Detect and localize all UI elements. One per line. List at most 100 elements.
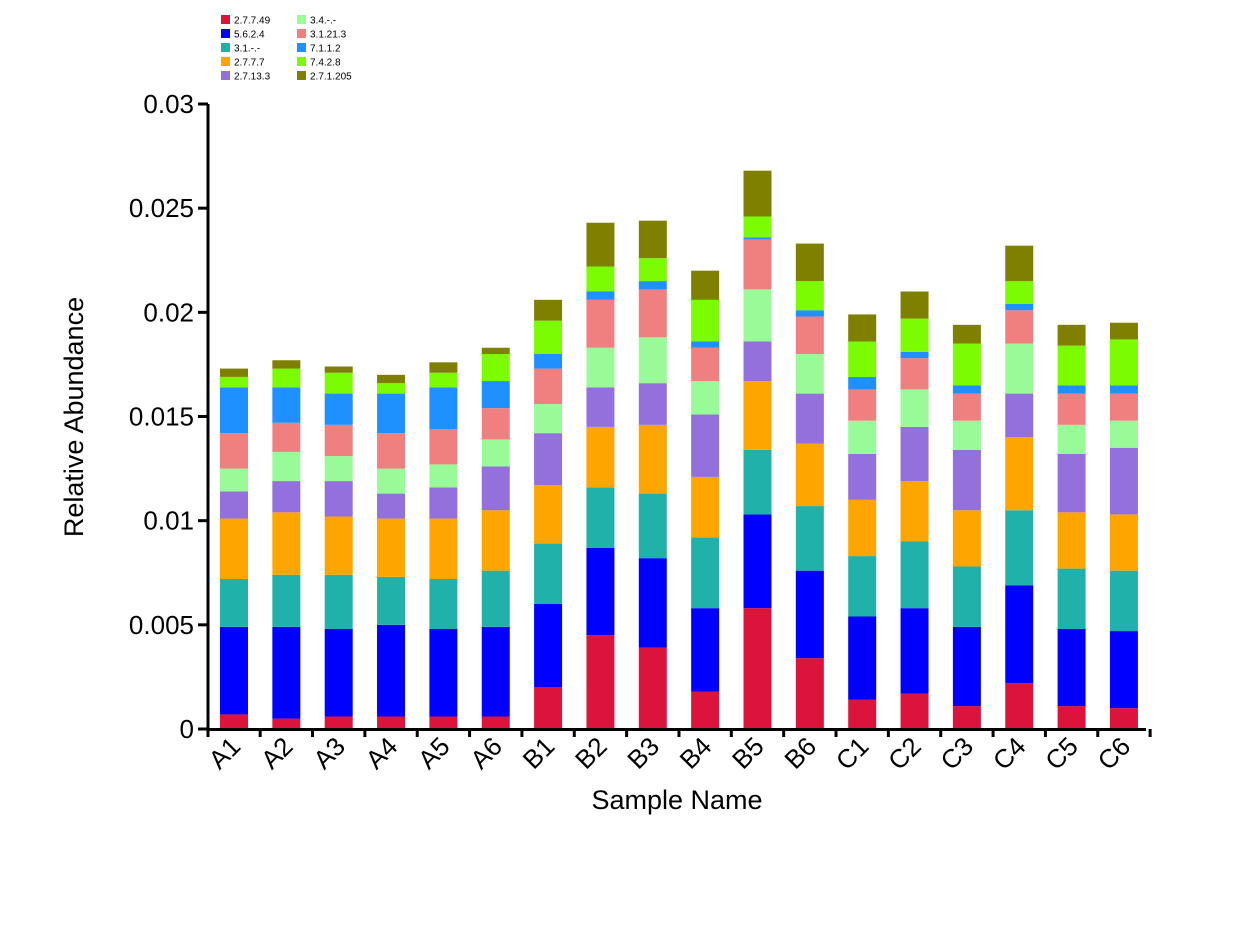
bar-segment-B1-series-7 [534,354,563,369]
bar-segment-B4-series-0 [691,691,720,729]
bar-segment-C4-series-2 [1005,510,1034,586]
bar-segment-B1-series-4 [534,433,563,486]
bar-segment-A1-series-9 [220,368,248,377]
bar-segment-B5-series-7 [743,237,772,240]
y-tick-label: 0 [180,714,194,744]
bar-segment-B2-series-6 [586,299,615,348]
bar-segment-C5-series-4 [1057,454,1086,513]
bar-segment-A2-series-7 [272,387,301,423]
bar-segment-C4-series-5 [1005,343,1034,394]
bar-segment-C5-series-8 [1057,345,1086,386]
bar-segment-A1-series-5 [220,468,248,492]
bar-segment-B5-series-6 [743,239,772,290]
x-tick-label: B5 [726,731,770,775]
y-tick-label: 0.005 [129,610,194,640]
bar-segment-A3-series-6 [324,424,353,457]
bar-segment-C1-series-1 [848,616,877,700]
bar-segment-B3-series-9 [638,220,667,259]
y-tick-label: 0.01 [143,506,194,536]
x-tick-label: A2 [255,731,299,775]
bar-segment-C2-series-6 [900,358,929,390]
bar-segment-B2-series-5 [586,347,615,388]
bar-segment-A5-series-8 [429,372,458,388]
bar-segment-C2-series-5 [900,389,929,427]
x-tick-label: A1 [203,731,247,775]
bar-segment-B3-series-8 [638,258,667,282]
bar-segment-C1-series-2 [848,556,877,617]
bar-segment-C6-series-4 [1109,447,1138,515]
bar-segment-A3-series-3 [324,516,353,575]
bar-segment-B3-series-0 [638,647,667,729]
bar-segment-A6-series-3 [481,510,510,571]
bar-segment-C3-series-0 [952,706,981,729]
bar-segment-B1-series-6 [534,368,563,404]
bar-segment-A3-series-9 [324,366,353,373]
bar-segment-B5-series-9 [743,170,772,217]
bar-segment-B6-series-0 [795,658,824,729]
bar-segment-A2-series-5 [272,451,301,482]
legend-swatch [221,43,230,52]
bar-segment-C3-series-9 [952,324,981,344]
legend-label: 2.7.7.49 [234,16,271,27]
bar-segment-A4-series-4 [377,493,406,519]
bar-segment-C5-series-5 [1057,424,1086,454]
bar-segment-A4-series-1 [377,624,406,717]
bar-segment-C5-series-0 [1057,706,1086,729]
bar-segment-A4-series-0 [377,716,406,729]
legend-swatch [297,71,306,80]
bar-segment-C3-series-4 [952,449,981,511]
y-ticks-group: 0 0.005 0.01 0.015 0.02 0.025 0.03 [129,89,208,744]
x-tick-label: C1 [830,731,875,776]
bar-segment-A1-series-4 [220,491,248,519]
bar-segment-C4-series-7 [1005,304,1034,311]
legend-swatch [221,15,230,24]
bar-segment-A3-series-7 [324,393,353,425]
bar-segment-C1-series-5 [848,420,877,454]
bar-segment-A4-series-6 [377,433,406,469]
legend-label: 2.7.7.7 [234,58,265,69]
bar-segment-A1-series-7 [220,387,248,434]
bar-segment-C5-series-9 [1057,324,1086,346]
bar-segment-B5-series-8 [743,216,772,238]
x-tick-label: C2 [882,731,927,776]
bar-segment-C6-series-8 [1109,339,1138,386]
bar-segment-B5-series-1 [743,514,772,609]
legend: 2.7.7.49 5.6.2.4 3.1.-.- 2.7.7.7 2.7.13.3 3.4… [221,15,352,83]
bar-segment-C1-series-6 [848,389,877,421]
legend-swatch [297,15,306,24]
x-tick-label: B6 [778,731,822,775]
bar-segment-A6-series-4 [481,466,510,511]
bar-segment-A1-series-6 [220,433,248,469]
bar-segment-B2-series-4 [586,387,615,427]
legend-swatch [221,29,230,38]
y-tick-label: 0.015 [129,402,194,432]
x-tick-label: B2 [569,731,613,775]
legend-swatch [297,57,306,66]
legend-swatch [221,71,230,80]
bar-segment-C4-series-3 [1005,437,1034,511]
bar-segment-A2-series-9 [272,360,301,369]
bar-segment-C6-series-1 [1109,631,1138,709]
bar-segment-A6-series-1 [481,626,510,717]
bar-segment-A5-series-7 [429,387,458,429]
bar-segment-B1-series-2 [534,543,563,604]
x-tick-label: A3 [307,731,351,775]
bar-segment-C5-series-1 [1057,629,1086,707]
bar-segment-A6-series-7 [481,381,510,409]
bar-segment-C6-series-6 [1109,393,1138,421]
bar-segment-B2-series-1 [586,547,615,636]
bar-segment-A2-series-2 [272,574,301,627]
bar-segment-C4-series-4 [1005,393,1034,438]
bar-segment-B6-series-6 [795,316,824,354]
y-tick-label: 0.03 [143,89,194,119]
bar-segment-B3-series-7 [638,281,667,290]
bar-segment-C5-series-3 [1057,512,1086,569]
bar-segment-C1-series-4 [848,454,877,500]
bar-segment-C4-series-1 [1005,585,1034,684]
bar-segment-B4-series-8 [691,299,720,342]
bar-segment-A5-series-1 [429,629,458,717]
bar-segment-B3-series-6 [638,289,667,338]
bar-segment-B2-series-8 [586,266,615,292]
bar-segment-B4-series-9 [691,270,720,300]
